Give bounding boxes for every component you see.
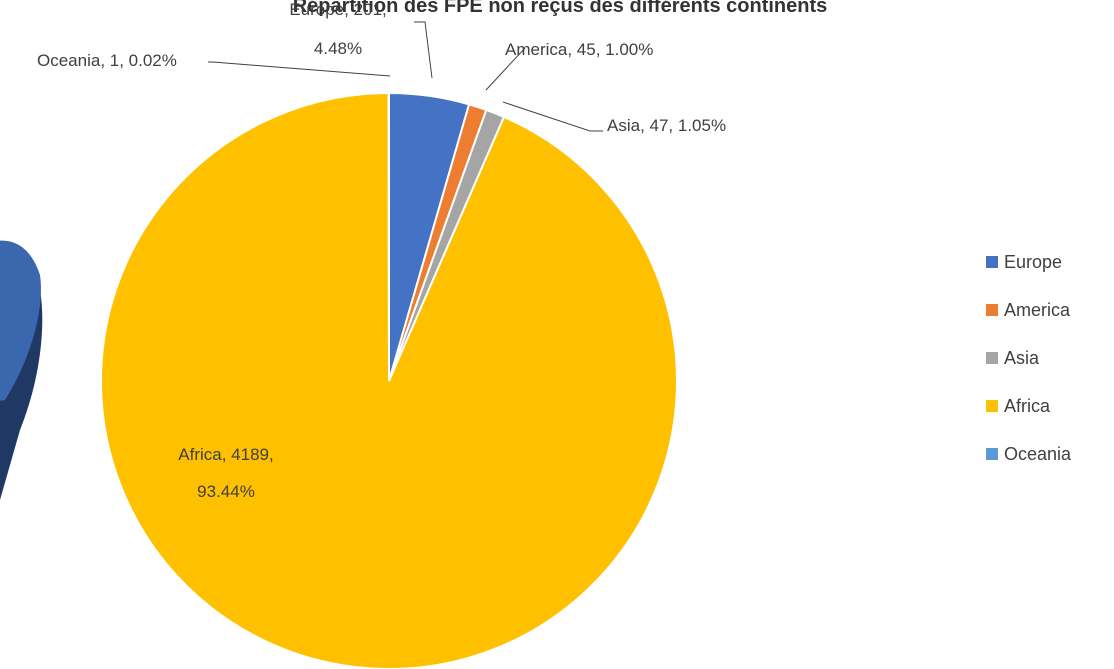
data-label-africa-line2: 93.44%: [197, 482, 255, 501]
data-label-america: America, 45, 1.00%: [505, 40, 653, 59]
data-label-europe-line2: 4.48%: [314, 39, 362, 58]
legend-item-oceania: Oceania: [986, 442, 1106, 466]
pie-slices: [100, 91, 678, 669]
legend-item-america: America: [986, 298, 1106, 322]
legend-label-africa: Africa: [1004, 395, 1051, 416]
leader-lines: [208, 21, 603, 132]
data-label-africa-line1: Africa, 4189,: [178, 445, 273, 464]
data-label-europe-line1: Europe, 201,: [289, 0, 386, 19]
data-label-europe: Europe, 201, 4.48%: [289, 0, 386, 58]
leader-line-america: [485, 47, 526, 91]
legend-swatch-europe: [986, 256, 998, 268]
legend-label-america: America: [1004, 299, 1071, 320]
data-label-oceania: Oceania, 1, 0.02%: [37, 51, 177, 70]
chart-title: Répartition des FPE non reçus des différ…: [293, 0, 828, 17]
leader-line-asia: [502, 101, 603, 132]
legend-label-oceania: Oceania: [1004, 443, 1072, 464]
legend-swatch-asia: [986, 352, 998, 364]
legend-item-africa: Africa: [986, 394, 1106, 418]
leader-line-europe: [414, 21, 433, 79]
legend-swatch-america: [986, 304, 998, 316]
data-label-asia: Asia, 47, 1.05%: [607, 116, 726, 135]
legend-item-europe: Europe: [986, 250, 1106, 274]
data-label-africa: Africa, 4189, 93.44%: [178, 445, 273, 501]
legend-label-asia: Asia: [1004, 347, 1040, 368]
legend-label-europe: Europe: [1004, 251, 1063, 272]
background-disc-decoration: [0, 240, 43, 500]
legend-swatch-africa: [986, 400, 998, 412]
legend-item-asia: Asia: [986, 346, 1106, 370]
legend-swatch-oceania: [986, 448, 998, 460]
leader-line-oceania: [208, 61, 391, 77]
chart-legend: Europe America Asia Africa Oceania: [986, 250, 1106, 490]
